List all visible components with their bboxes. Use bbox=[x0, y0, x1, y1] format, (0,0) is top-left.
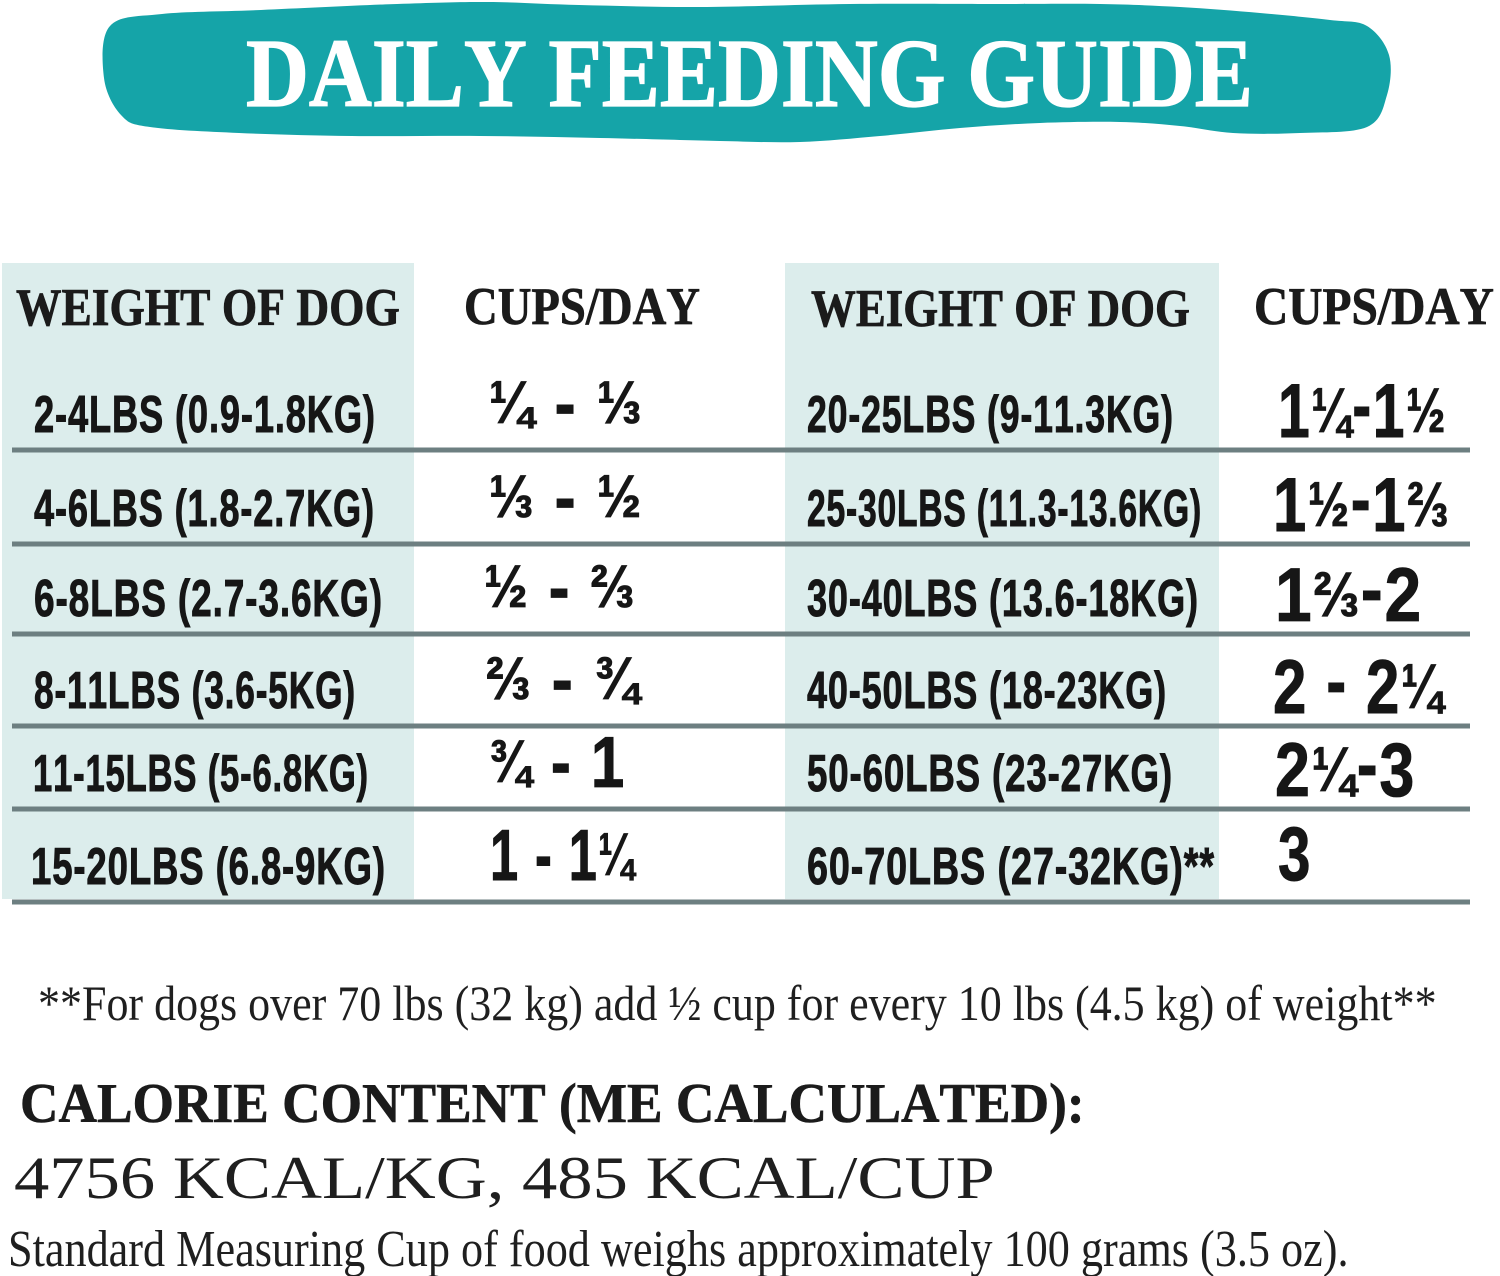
svg-text:CUPS/DAY: CUPS/DAY bbox=[1254, 277, 1494, 336]
svg-text:2¼​-​3: 2¼​-​3 bbox=[1275, 721, 1416, 812]
svg-text:6-8LBS (2.7-3.6KG): 6-8LBS (2.7-3.6KG) bbox=[34, 569, 383, 628]
svg-text:11-15LBS (5-6.8KG): 11-15LBS (5-6.8KG) bbox=[33, 745, 369, 803]
svg-text:⅓​ - ½​: ⅓​ - ½​ bbox=[489, 457, 643, 537]
svg-text:1½​-​1⅔​: 1½​-​1⅔​ bbox=[1273, 457, 1450, 547]
svg-text:4756 KCAL/KG, 485 KCAL/CUP: 4756 KCAL/KG, 485 KCAL/CUP bbox=[14, 1146, 995, 1212]
svg-text:20-25LBS (9-11.3KG): 20-25LBS (9-11.3KG) bbox=[807, 387, 1174, 444]
svg-text:2-4LBS (0.9-1.8KG): 2-4LBS (0.9-1.8KG) bbox=[34, 384, 376, 443]
svg-text:Standard Measuring Cup of food: Standard Measuring Cup of food weighs ap… bbox=[8, 1221, 1349, 1276]
svg-text:50-60LBS (23-27KG): 50-60LBS (23-27KG) bbox=[807, 744, 1173, 803]
svg-text:½​ - ⅔​: ½​ - ⅔​ bbox=[484, 548, 636, 628]
svg-text:8-11LBS (3.6-5KG): 8-11LBS (3.6-5KG) bbox=[34, 662, 356, 719]
svg-text:25-30LBS (11.3-13.6KG): 25-30LBS (11.3-13.6KG) bbox=[807, 480, 1202, 538]
svg-text:WEIGHT OF DOG: WEIGHT OF DOG bbox=[811, 279, 1190, 338]
svg-text:40-50LBS (18-23KG): 40-50LBS (18-23KG) bbox=[807, 662, 1167, 720]
svg-text:1⅔​-​2: 1⅔​-​2 bbox=[1275, 548, 1423, 638]
svg-text:3: 3 bbox=[1278, 813, 1312, 897]
svg-text:60-70LBS (27-32KG)**: 60-70LBS (27-32KG)** bbox=[807, 837, 1215, 895]
svg-text:30-40LBS (13.6-18KG): 30-40LBS (13.6-18KG) bbox=[807, 570, 1199, 628]
svg-text:4-6LBS (1.8-2.7KG): 4-6LBS (1.8-2.7KG) bbox=[34, 480, 375, 538]
svg-text:1¼​-​1½​: 1¼​-​1½​ bbox=[1278, 363, 1447, 454]
svg-text:DAILY FEEDING GUIDE: DAILY FEEDING GUIDE bbox=[246, 20, 1253, 127]
svg-text:¾​ - 1: ¾​ - 1 bbox=[489, 723, 626, 803]
svg-text:CALORIE CONTENT (ME CALCULATED: CALORIE CONTENT (ME CALCULATED): bbox=[20, 1072, 1085, 1134]
svg-text:15-20LBS (6.8-9KG): 15-20LBS (6.8-9KG) bbox=[31, 837, 386, 896]
svg-text:WEIGHT OF DOG: WEIGHT OF DOG bbox=[16, 278, 400, 337]
svg-text:¼​ - ⅓​: ¼​ - ⅓​ bbox=[489, 363, 643, 443]
svg-text:**For dogs over 70 lbs (32 kg): **For dogs over 70 lbs (32 kg) add ½ cup… bbox=[38, 976, 1437, 1031]
svg-text:2 -​ 2¼​: 2 -​ 2¼​ bbox=[1273, 638, 1447, 729]
svg-text:1 - 1¼​: 1 - 1¼​ bbox=[490, 816, 637, 896]
svg-text:⅔​ - ¾​: ⅔​ - ¾​ bbox=[486, 639, 643, 719]
svg-text:CUPS/DAY: CUPS/DAY bbox=[464, 276, 700, 335]
